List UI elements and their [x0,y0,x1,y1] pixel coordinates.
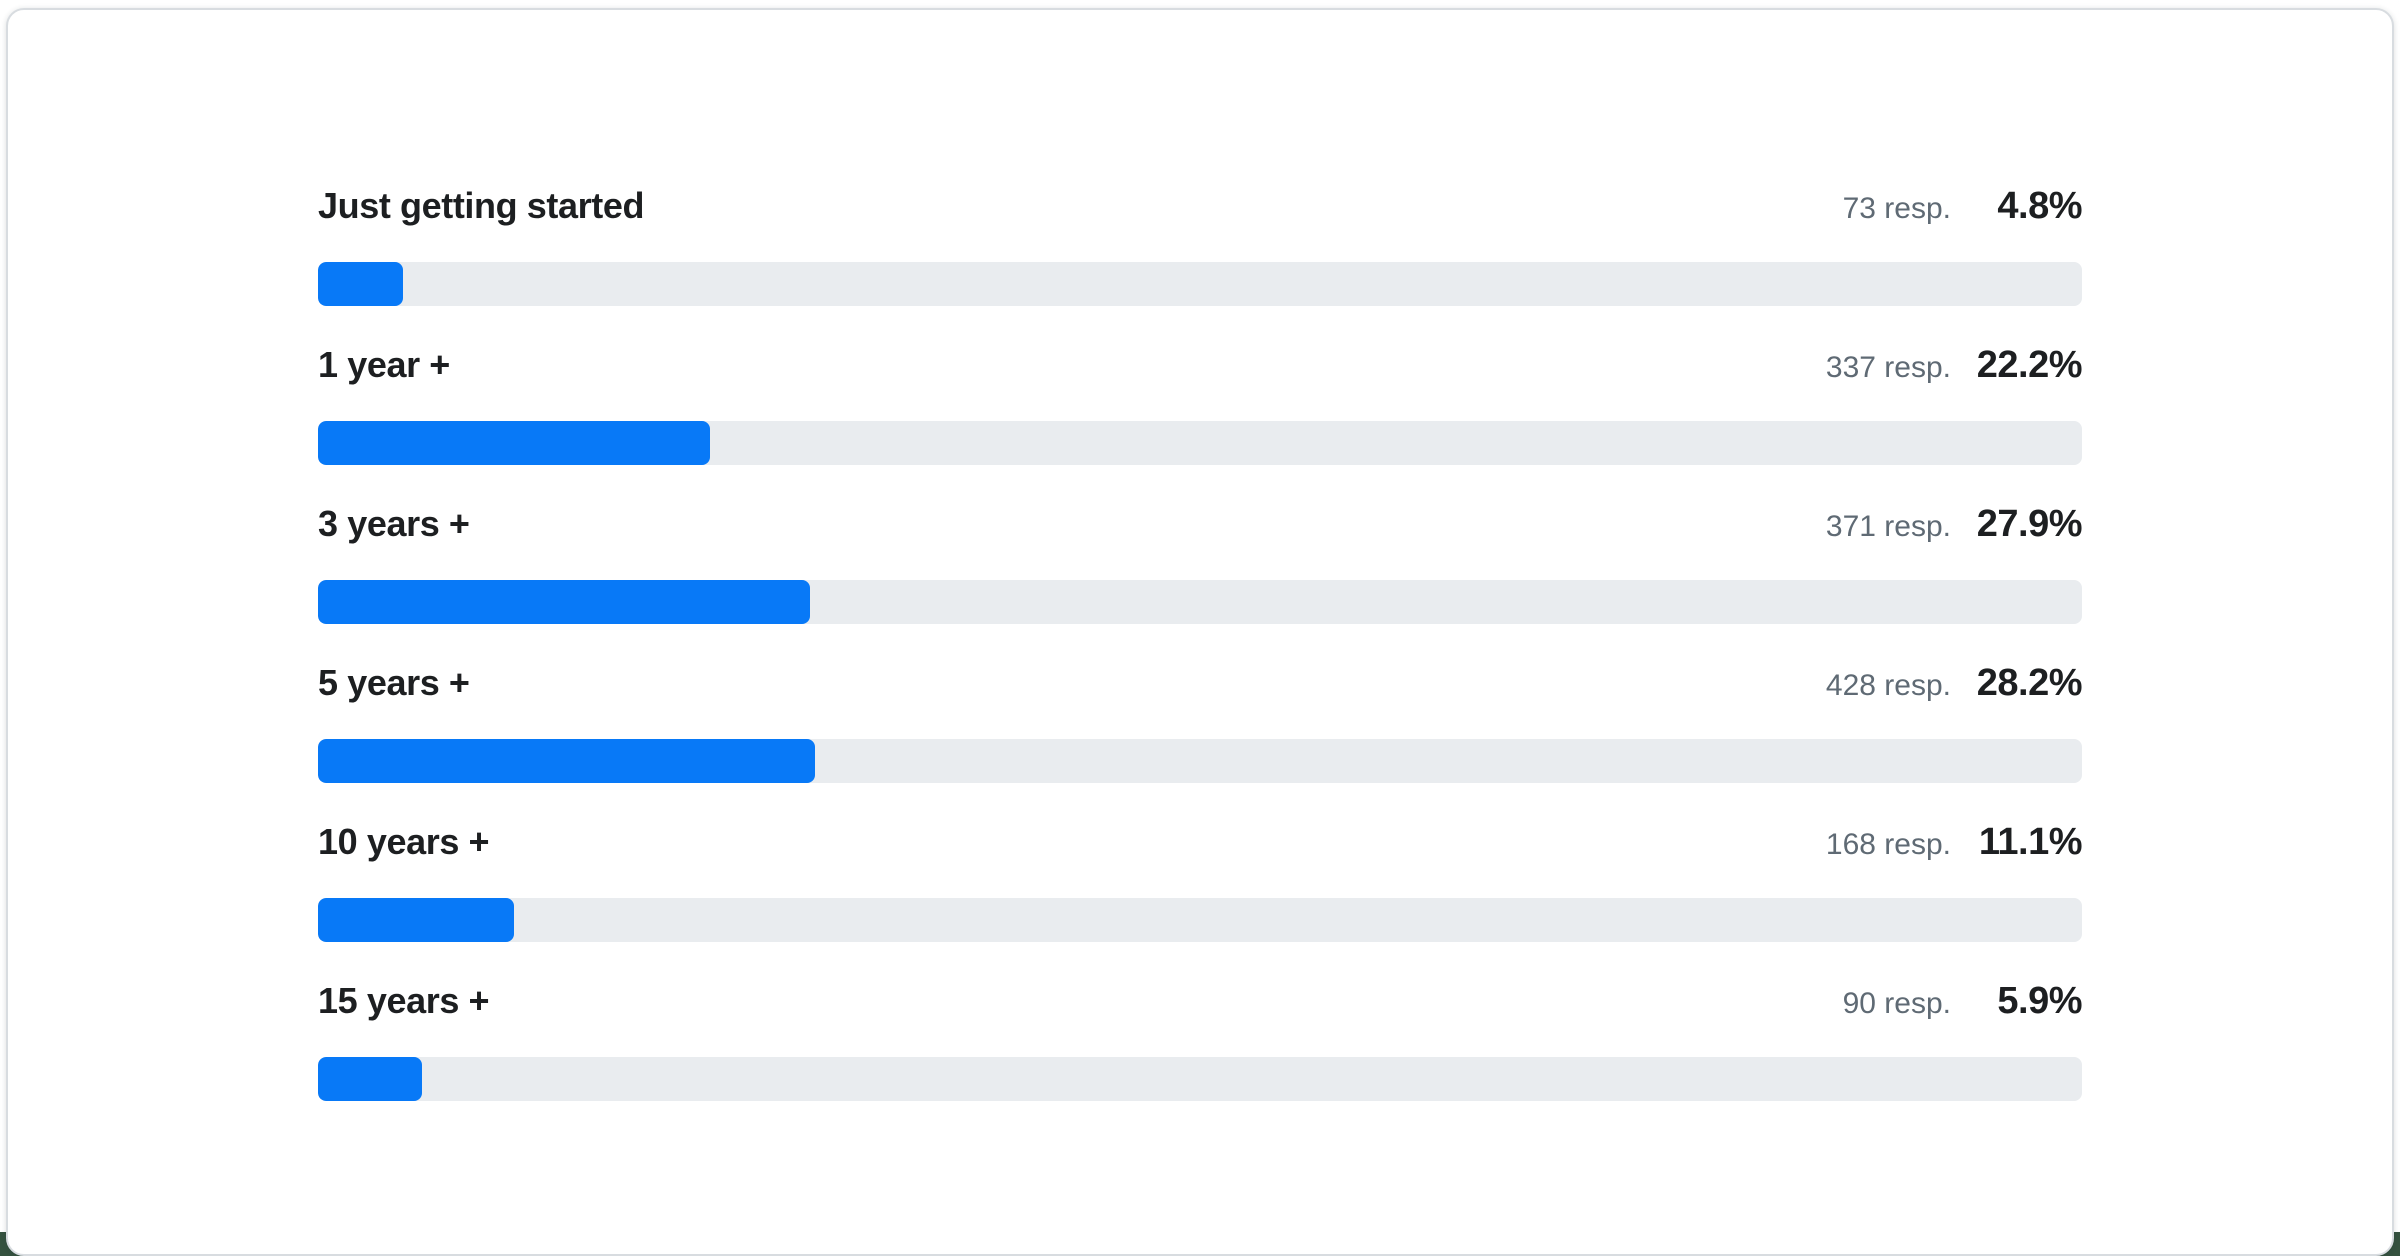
answer-row-header: 3 years + 371 resp. 27.9% [318,502,2083,549]
answer-values: 371 resp. 27.9% [1825,502,2083,549]
answer-row: 10 years + 168 resp. 11.1% [318,820,2083,942]
answer-label: Just getting started [318,185,645,226]
bar-fill [318,898,514,942]
percent-value: 22.2% [1976,344,2083,386]
answer-row-header: 5 years + 428 resp. 28.2% [318,661,2083,708]
bar-fill [318,262,403,306]
survey-results-card: Just getting started 73 resp. 4.8% 1 yea… [6,8,2394,1256]
bar-track [318,580,2082,624]
answer-row: 5 years + 428 resp. 28.2% [318,661,2083,783]
answer-row: 1 year + 337 resp. 22.2% [318,343,2083,465]
answer-values: 428 resp. 28.2% [1825,661,2083,708]
answer-label: 1 year + [318,344,450,385]
percent-value: 27.9% [1976,503,2083,545]
answer-values: 73 resp. 4.8% [1842,184,2083,231]
answer-values: 90 resp. 5.9% [1842,979,2083,1026]
percent-value: 4.8% [1997,185,2082,227]
bar-fill [318,739,816,783]
response-count: 337 resp. [1825,351,1951,384]
bar-track [318,898,2082,942]
response-count: 168 resp. [1825,828,1951,861]
answer-row-header: 1 year + 337 resp. 22.2% [318,343,2083,390]
bar-fill [318,1057,423,1101]
answer-row-header: Just getting started 73 resp. 4.8% [318,184,2083,231]
answer-row: 3 years + 371 resp. 27.9% [318,502,2083,624]
answer-values: 337 resp. 22.2% [1825,343,2083,390]
response-count: 90 resp. [1842,987,1951,1020]
bar-track [318,739,2082,783]
answer-label: 3 years + [318,503,470,544]
answer-rows-list: Just getting started 73 resp. 4.8% 1 yea… [318,184,2083,1101]
answer-row-header: 15 years + 90 resp. 5.9% [318,979,2083,1026]
percent-value: 28.2% [1976,662,2083,704]
answer-row-header: 10 years + 168 resp. 11.1% [318,820,2083,867]
answer-label: 5 years + [318,662,470,703]
answer-row: 15 years + 90 resp. 5.9% [318,979,2083,1101]
answer-label: 15 years + [318,980,490,1021]
percent-value: 11.1% [1978,821,2083,863]
response-count: 371 resp. [1825,510,1951,543]
bar-fill [318,580,811,624]
response-count: 428 resp. [1825,669,1951,702]
bar-track [318,421,2082,465]
answer-values: 168 resp. 11.1% [1825,820,2083,867]
bar-track [318,1057,2082,1101]
answer-label: 10 years + [318,821,490,862]
bar-track [318,262,2082,306]
percent-value: 5.9% [1997,980,2082,1022]
bar-fill [318,421,710,465]
answer-row: Just getting started 73 resp. 4.8% [318,184,2083,306]
response-count: 73 resp. [1842,192,1951,225]
